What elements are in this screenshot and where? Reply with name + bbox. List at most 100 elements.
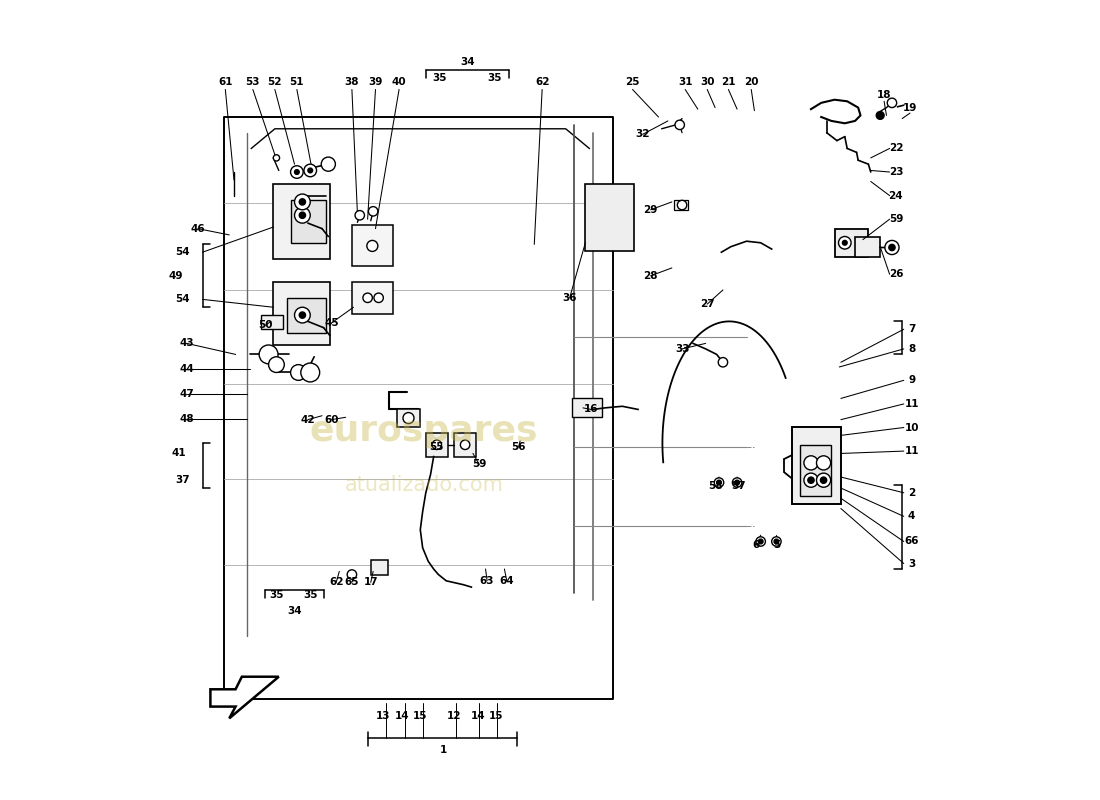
Text: 14: 14 (471, 711, 485, 721)
Text: 41: 41 (172, 449, 186, 458)
Text: 38: 38 (344, 77, 360, 86)
Text: 5: 5 (773, 541, 780, 550)
Text: 53: 53 (245, 77, 260, 86)
Text: 15: 15 (412, 711, 428, 721)
Circle shape (290, 166, 304, 178)
Text: 58: 58 (707, 482, 723, 491)
Circle shape (295, 194, 310, 210)
Circle shape (821, 477, 827, 483)
Text: 45: 45 (324, 318, 339, 328)
Text: 33: 33 (674, 344, 690, 354)
Bar (371, 560, 388, 574)
Circle shape (717, 480, 722, 485)
Circle shape (268, 357, 284, 373)
Text: atualizado.com: atualizado.com (344, 475, 504, 495)
Bar (792, 426, 840, 504)
Text: 49: 49 (168, 270, 183, 281)
Circle shape (308, 168, 312, 173)
Text: 8: 8 (908, 344, 915, 354)
Circle shape (889, 244, 895, 250)
Bar (397, 410, 420, 426)
Circle shape (843, 241, 847, 245)
Circle shape (355, 210, 364, 220)
Text: eurospares: eurospares (310, 414, 539, 449)
Text: 63: 63 (480, 576, 494, 586)
Text: 1: 1 (440, 745, 448, 755)
Text: 28: 28 (644, 270, 658, 281)
Circle shape (368, 206, 377, 216)
Polygon shape (223, 117, 613, 698)
Bar (800, 445, 832, 496)
Circle shape (321, 157, 336, 171)
Circle shape (758, 539, 763, 544)
Circle shape (678, 200, 686, 210)
Circle shape (300, 363, 320, 382)
Text: 62: 62 (329, 578, 343, 587)
Circle shape (733, 478, 741, 487)
Circle shape (675, 120, 684, 130)
Text: 52: 52 (267, 77, 282, 86)
Bar (572, 398, 602, 418)
Circle shape (756, 537, 766, 546)
Bar (352, 282, 393, 314)
Circle shape (403, 413, 414, 423)
Circle shape (816, 456, 831, 470)
Text: 44: 44 (179, 363, 195, 374)
Text: 62: 62 (535, 77, 549, 86)
Circle shape (772, 537, 781, 546)
Text: 19: 19 (903, 102, 917, 113)
Bar (835, 230, 868, 257)
Circle shape (363, 293, 372, 302)
Text: 54: 54 (176, 294, 190, 304)
Bar (287, 298, 326, 333)
Text: 22: 22 (889, 143, 903, 154)
Circle shape (888, 98, 896, 107)
Circle shape (884, 241, 899, 254)
Circle shape (774, 539, 779, 544)
Circle shape (816, 473, 831, 487)
Text: 54: 54 (176, 247, 190, 258)
Circle shape (366, 241, 377, 251)
Circle shape (295, 307, 310, 323)
Text: 15: 15 (490, 711, 504, 721)
Polygon shape (210, 677, 278, 718)
Circle shape (295, 207, 310, 223)
Text: 7: 7 (908, 324, 915, 334)
Circle shape (877, 111, 884, 119)
Circle shape (295, 170, 299, 174)
Text: 61: 61 (218, 77, 232, 86)
Text: 6: 6 (752, 541, 760, 550)
Text: 11: 11 (904, 399, 918, 409)
Circle shape (299, 312, 306, 318)
Circle shape (804, 456, 818, 470)
Text: 20: 20 (744, 77, 759, 86)
Text: 16: 16 (584, 405, 598, 414)
Text: 48: 48 (179, 414, 194, 424)
Bar (273, 282, 330, 345)
Text: 40: 40 (392, 77, 406, 86)
Text: 56: 56 (512, 442, 526, 452)
Circle shape (290, 365, 306, 380)
Circle shape (714, 478, 724, 487)
Text: 13: 13 (376, 711, 390, 721)
Text: 59: 59 (889, 214, 903, 224)
Bar (454, 433, 476, 457)
Text: 37: 37 (176, 475, 190, 485)
Text: 39: 39 (368, 77, 383, 86)
Text: 35: 35 (487, 73, 503, 82)
Circle shape (718, 358, 728, 367)
Text: 14: 14 (395, 711, 409, 721)
Circle shape (304, 164, 317, 177)
Text: 32: 32 (636, 130, 650, 139)
Bar (426, 433, 448, 457)
Text: 11: 11 (904, 446, 918, 456)
Circle shape (299, 212, 306, 218)
Circle shape (260, 345, 278, 364)
Circle shape (273, 154, 279, 161)
Text: 18: 18 (877, 90, 891, 100)
Circle shape (807, 477, 814, 483)
Text: 34: 34 (460, 57, 475, 67)
Text: 35: 35 (302, 590, 318, 600)
Text: 42: 42 (300, 414, 316, 425)
Text: 47: 47 (179, 389, 195, 398)
